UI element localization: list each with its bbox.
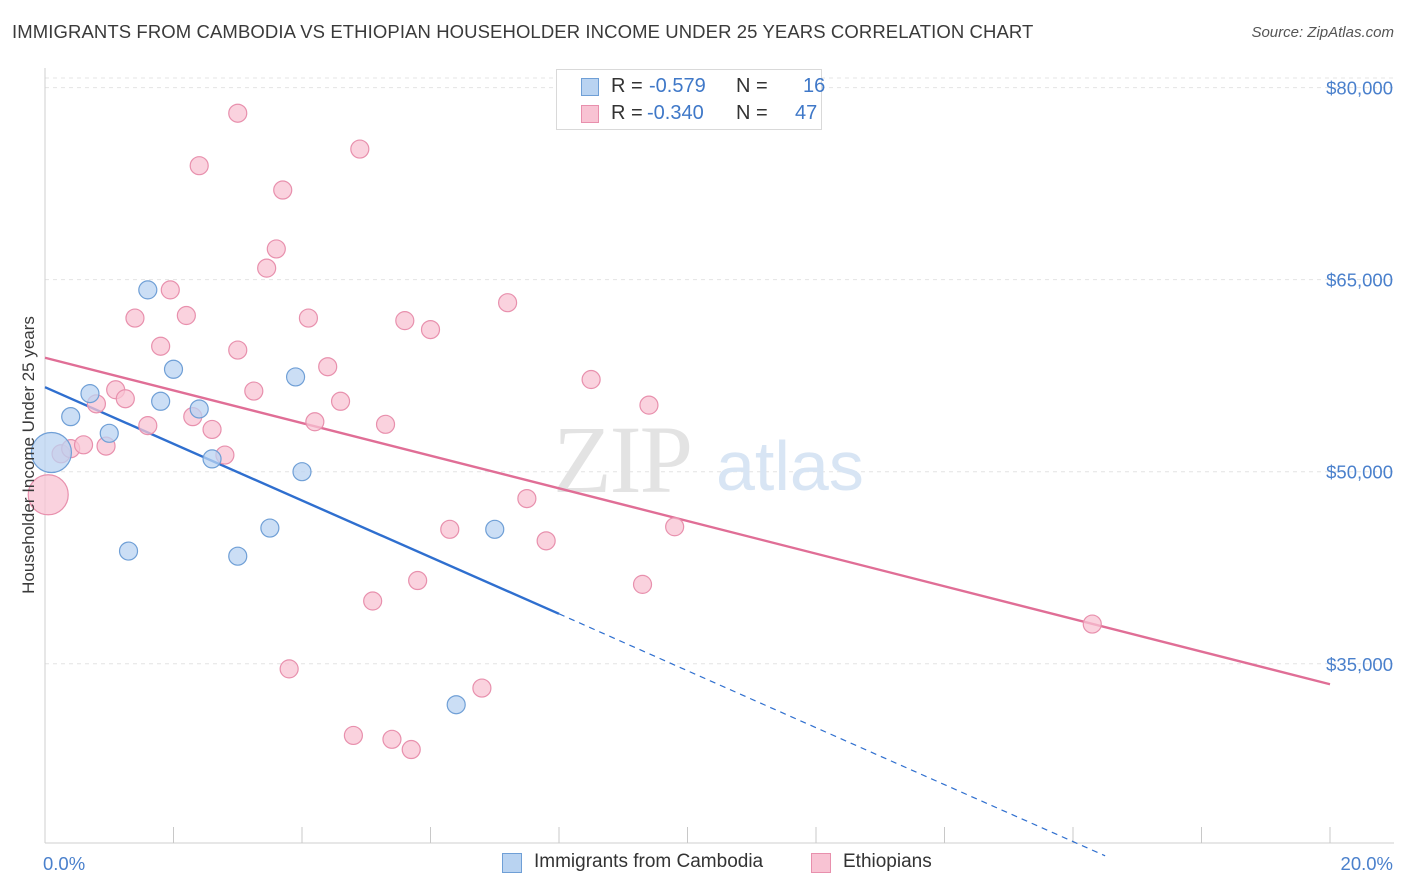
point-ethiopians — [395, 311, 415, 331]
trend-line-cambodia — [44, 386, 560, 615]
stats-n-value: 47 — [795, 102, 818, 124]
point-ethiopians — [408, 570, 428, 591]
point-cambodia — [99, 423, 119, 443]
point-ethiopians — [115, 389, 135, 409]
point-cambodia — [228, 546, 248, 566]
point-ethiopians — [498, 293, 518, 313]
point-cambodia — [163, 359, 184, 379]
point-cambodia — [151, 391, 171, 411]
y-axis-label: Householder Income Under 25 years — [19, 316, 38, 594]
point-ethiopians — [401, 739, 421, 760]
ethiopians-swatch — [581, 105, 599, 123]
series-legend: Immigrants from Cambodia Ethiopians — [0, 851, 1406, 877]
point-ethiopians — [639, 395, 659, 415]
legend-label-cambodia: Immigrants from Cambodia — [534, 851, 764, 872]
point-ethiopians — [244, 381, 264, 401]
cambodia-swatch — [581, 78, 599, 96]
watermark-zip: ZIP — [553, 406, 691, 513]
point-ethiopians — [202, 419, 222, 440]
point-ethiopians — [228, 103, 248, 123]
point-ethiopians — [138, 416, 158, 436]
point-ethiopians — [27, 474, 69, 516]
y-tick-label: $65,000 — [1326, 270, 1393, 291]
data-points — [27, 103, 1102, 760]
point-ethiopians — [517, 488, 537, 509]
y-tick-label: $50,000 — [1326, 462, 1393, 483]
point-ethiopians — [305, 412, 325, 432]
tick-labels: $35,000 $50,000 $65,000 $80,000 0.0% 20.0% — [43, 78, 1393, 874]
y-tick-label: $80,000 — [1326, 78, 1393, 99]
point-ethiopians — [420, 319, 441, 340]
point-cambodia — [138, 280, 158, 300]
point-ethiopians — [160, 280, 180, 300]
trend-line-ethiopians — [44, 356, 1331, 686]
point-ethiopians — [536, 531, 556, 551]
stats-n-label: N = — [736, 75, 768, 97]
cambodia-swatch — [502, 853, 522, 873]
point-ethiopians — [440, 519, 460, 539]
trend-line-cambodia-extension — [558, 613, 1106, 857]
point-ethiopians — [1082, 614, 1102, 634]
point-ethiopians — [318, 357, 338, 377]
point-cambodia — [189, 399, 209, 419]
point-cambodia — [285, 367, 306, 387]
point-cambodia — [292, 462, 312, 482]
point-ethiopians — [73, 435, 94, 455]
trend-lines — [44, 356, 1331, 857]
point-cambodia — [80, 384, 100, 404]
point-ethiopians — [257, 258, 277, 278]
point-ethiopians — [189, 156, 209, 176]
stats-n-value: 16 — [803, 75, 826, 97]
ethiopians-swatch — [811, 853, 831, 873]
point-ethiopians — [343, 725, 363, 746]
stats-n-label: N = — [736, 102, 768, 124]
point-ethiopians — [665, 517, 685, 537]
point-ethiopians — [472, 678, 492, 698]
point-cambodia — [61, 407, 81, 427]
point-cambodia — [446, 695, 466, 715]
y-tick-label: $35,000 — [1326, 654, 1393, 675]
point-ethiopians — [632, 574, 653, 594]
point-ethiopians — [151, 336, 171, 356]
stats-r-value: -0.340 — [647, 102, 704, 124]
watermark: ZIP atlas — [553, 406, 864, 513]
point-cambodia — [485, 519, 505, 539]
grid-lines — [45, 77, 1394, 665]
source-label: Source: ZipAtlas.com — [1251, 24, 1394, 41]
point-ethiopians — [363, 591, 383, 611]
point-ethiopians — [581, 369, 601, 390]
point-cambodia — [260, 518, 280, 538]
x-tick-label: 20.0% — [1341, 853, 1393, 874]
chart-title: IMMIGRANTS FROM CAMBODIA VS ETHIOPIAN HO… — [12, 21, 1034, 42]
stats-legend-box: R = -0.579 N = 16 R = -0.340 N = 47 — [556, 69, 826, 130]
point-ethiopians — [125, 308, 145, 328]
point-ethiopians — [375, 414, 396, 434]
point-ethiopians — [228, 340, 248, 360]
legend-label-ethiopians: Ethiopians — [843, 851, 932, 872]
point-cambodia — [202, 449, 222, 469]
stats-r-label: R = — [611, 102, 643, 124]
stats-r-value: -0.579 — [649, 75, 706, 97]
point-ethiopians — [279, 659, 299, 679]
point-ethiopians — [298, 308, 319, 328]
point-ethiopians — [266, 239, 286, 259]
point-ethiopians — [330, 391, 351, 411]
watermark-atlas: atlas — [716, 427, 864, 505]
point-ethiopians — [382, 729, 402, 749]
stats-r-label: R = — [611, 75, 643, 97]
x-tick-label: 0.0% — [43, 853, 85, 874]
point-ethiopians — [273, 180, 293, 200]
point-ethiopians — [350, 139, 370, 159]
point-cambodia — [30, 431, 73, 474]
point-cambodia — [118, 541, 139, 561]
point-ethiopians — [176, 305, 196, 326]
